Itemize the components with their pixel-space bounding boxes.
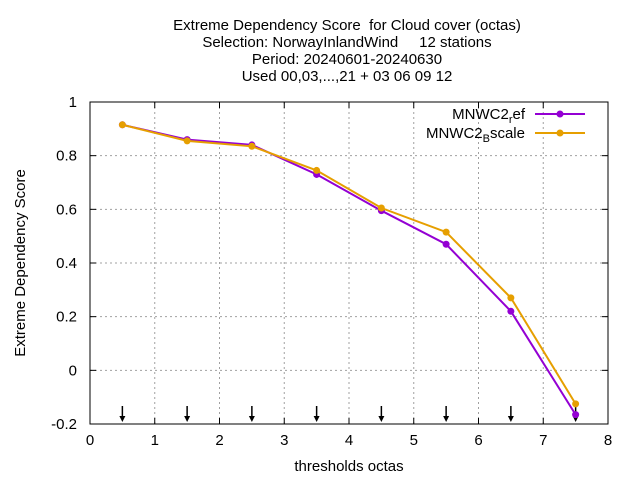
arrow-head: [248, 416, 255, 422]
x-tick-label: 8: [604, 432, 612, 449]
title-line-1: Extreme Dependency Score for Cloud cover…: [173, 17, 521, 34]
x-tick-label: 0: [86, 432, 94, 449]
x-tick-label: 3: [280, 432, 288, 449]
x-tick-label: 7: [539, 432, 547, 449]
title-line-4: Used 00,03,...,21 + 03 06 09 12: [242, 68, 453, 85]
title-line-2: Selection: NorwayInlandWind 12 stations: [202, 34, 491, 51]
data-point: [507, 307, 515, 315]
x-tick-label: 6: [474, 432, 482, 449]
arrow-head: [313, 416, 320, 422]
y-tick-label: 1: [69, 94, 77, 111]
data-point: [183, 137, 191, 145]
arrow-head: [507, 416, 514, 422]
arrow-head: [378, 416, 385, 422]
y-tick-label: 0.8: [56, 148, 77, 165]
data-point: [442, 228, 450, 236]
series-line: [122, 123, 577, 405]
threshold-arrow-icon: [184, 406, 191, 422]
threshold-arrow-icon: [119, 406, 126, 422]
y-tick-label: 0.4: [56, 255, 77, 272]
x-tick-label: 5: [410, 432, 418, 449]
chart-title: Extreme Dependency Score for Cloud cover…: [173, 17, 521, 85]
data-point: [572, 400, 580, 408]
series-2: [118, 121, 580, 408]
threshold-arrow-icon: [248, 406, 255, 422]
data-point: [507, 294, 515, 302]
data-point: [442, 240, 450, 248]
y-tick-label: 0.2: [56, 309, 77, 326]
arrow-head: [443, 416, 450, 422]
legend-swatch-point: [556, 129, 564, 137]
data-point: [118, 121, 126, 129]
x-tick-label: 4: [345, 432, 353, 449]
data-point: [248, 142, 256, 150]
data-point: [313, 166, 321, 174]
threshold-arrow-icon: [507, 406, 514, 422]
y-tick-label: -0.2: [51, 416, 77, 433]
threshold-arrow-icon: [378, 406, 385, 422]
data-point: [572, 411, 580, 419]
legend-swatch-point: [556, 110, 564, 118]
data-point: [377, 204, 385, 212]
axis-ticks: 0 1 2 3 4 5 6 7 8 -0.2 0 0.2 0.4 0.6 0.8 1: [51, 94, 612, 449]
y-axis-label: Extreme Dependency Score: [12, 169, 29, 357]
y-tick-label: 0.6: [56, 201, 77, 218]
arrow-head: [184, 416, 191, 422]
grid: [90, 102, 608, 424]
x-axis-label: thresholds octas: [294, 458, 403, 475]
series-line: [122, 123, 577, 416]
x-tick-label: 2: [215, 432, 223, 449]
threshold-arrow-icon: [313, 406, 320, 422]
title-line-3: Period: 20240601-20240630: [252, 51, 442, 68]
legend-label-2: MNWC2Bscale: [426, 125, 525, 145]
threshold-arrows: [119, 406, 579, 422]
legend-label-1: MNWC2ref: [452, 106, 526, 126]
x-tick-label: 1: [151, 432, 159, 449]
y-tick-label: 0: [69, 362, 77, 379]
series: [118, 121, 580, 419]
threshold-arrow-icon: [443, 406, 450, 422]
arrow-head: [119, 416, 126, 422]
